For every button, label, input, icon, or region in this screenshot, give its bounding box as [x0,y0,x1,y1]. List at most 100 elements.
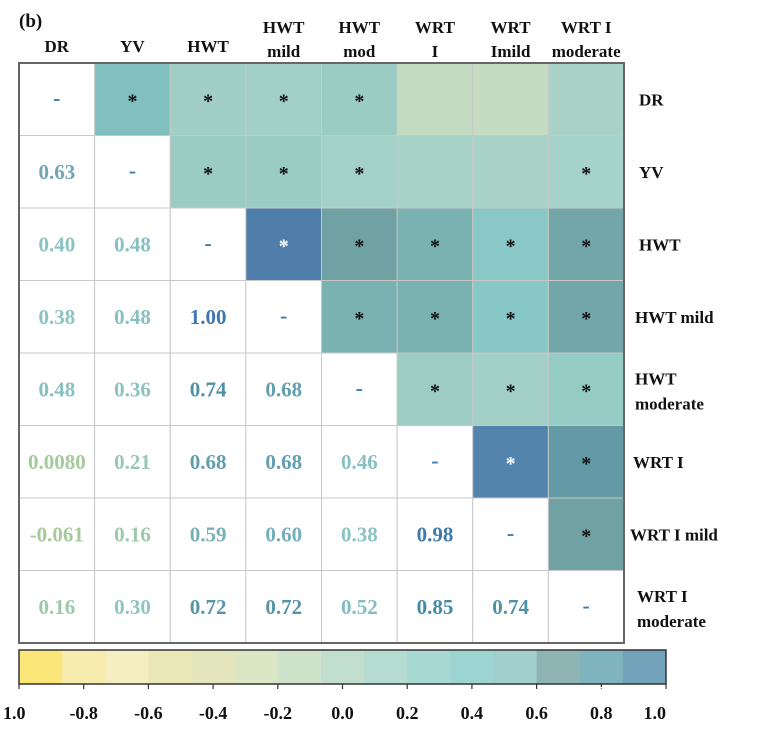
heatmap-cell-colored [472,425,549,499]
heatmap-cell [245,352,322,426]
heatmap-cell [321,425,398,499]
heatmap-cell [169,425,247,499]
heatmap-cell-colored [547,280,625,354]
correlation-value: 0.30 [114,595,151,619]
significance-star: * [581,163,591,185]
colorbar-tick-label: 0.2 [396,703,419,723]
heatmap-cell [18,62,96,136]
heatmap-cell [396,497,474,571]
heatmap-cell-colored [169,135,247,209]
column-label: HWT [263,18,305,37]
correlation-value: 0.85 [417,595,454,619]
row-label: YV [639,163,664,182]
colorbar-tick-label: 0.0 [331,703,354,723]
column-label: HWT [187,37,229,56]
heatmap-cell [94,207,171,281]
diagonal-dash: - [431,448,438,473]
correlation-value: 0.21 [114,450,151,474]
heatmap-cell [18,207,96,281]
heatmap-cell [169,207,247,281]
heatmap-cell-colored [396,62,474,136]
colorbar-swatch [148,650,193,684]
column-label: mod [343,42,376,61]
correlation-value: 0.16 [114,522,151,546]
significance-star: * [430,380,440,402]
significance-star: * [279,235,289,257]
heatmap-cell [321,497,398,571]
column-labels: DR YV HWT HWT mild HWT mod WRT I WRT Imild WRT I mod… [45,18,622,61]
colorbar-swatch [320,650,365,684]
heatmap-cell [472,497,549,571]
significance-star: * [354,308,364,330]
heatmap-cell [547,570,625,644]
row-labels: DR YV HWT HWT mild HWT moderate WRT I WRT I mil… [630,90,718,631]
colorbar-swatch [105,650,149,684]
correlation-value: 0.38 [341,522,378,546]
colorbar-tick-label: 0.6 [525,703,548,723]
heatmap-cell [169,570,247,644]
row-label: WRT I [637,587,688,606]
heatmap-cell [94,425,171,499]
colorbar-swatch [234,650,279,684]
correlation-value: -0.061 [30,522,84,546]
heatmap-cell-colored [94,62,171,136]
row-label: HWT [635,369,677,388]
diagonal-dash: - [129,158,136,183]
heatmap-cell [18,280,96,354]
significance-star: * [581,525,591,547]
row-label: WRT I [633,453,684,472]
heatmap-cell-colored [321,62,398,136]
heatmap-cell [18,135,96,209]
panel-label: (b) [19,11,42,32]
significance-star: * [506,235,516,257]
significance-star: * [581,453,591,475]
row-label: HWT [639,235,681,254]
heatmap-cell-colored [396,135,474,209]
colorbar-tick-label: 0.4 [461,703,484,723]
correlation-value: 0.16 [38,595,75,619]
heatmap-cell [321,570,398,644]
correlation-value: 0.74 [190,377,227,401]
heatmap-cell-colored [547,425,625,499]
significance-star: * [430,308,440,330]
column-label: I [432,42,439,61]
significance-star: * [581,308,591,330]
column-label: Imild [491,42,531,61]
correlation-value: 0.38 [38,305,75,329]
correlation-value: 0.48 [114,305,151,329]
heatmap-cell-colored [547,352,625,426]
column-label: mild [267,42,301,61]
colorbar-tick-label: -0.8 [69,703,98,723]
row-label: WRT I mild [630,525,718,544]
row-label: HWT mild [635,308,714,327]
significance-star: * [203,90,213,112]
colorbar-swatch [277,650,322,684]
heatmap-cell [245,280,322,354]
column-label: DR [45,37,70,56]
heatmap-cells: - * * * * 0.63 - * * * * 0.40 0.48 - * * * * * 0.38 0.48 1.00… [18,62,625,644]
heatmap-cell [169,280,247,354]
correlation-value: 0.72 [190,595,227,619]
significance-star: * [506,453,516,475]
heatmap-cell [18,352,96,426]
heatmap-cell [94,570,171,644]
heatmap-cell-colored [547,497,625,571]
correlation-value: 0.68 [190,450,227,474]
significance-star: * [279,90,289,112]
correlation-value: 0.74 [492,595,529,619]
heatmap-cell [245,497,322,571]
correlation-value: 0.68 [265,450,302,474]
correlation-value: 0.48 [114,232,151,256]
heatmap-cell-colored [321,207,398,281]
colorbar-tick-label: 0.8 [590,703,613,723]
row-label: moderate [635,394,704,413]
significance-star: * [127,90,137,112]
heatmap-cell-colored [245,62,322,136]
colorbar-tick-label: -0.6 [134,703,163,723]
diagonal-dash: - [356,375,363,400]
significance-star: * [506,380,516,402]
heatmap-cell [18,425,96,499]
correlation-value: 0.98 [417,522,454,546]
correlation-value: 0.52 [341,595,378,619]
